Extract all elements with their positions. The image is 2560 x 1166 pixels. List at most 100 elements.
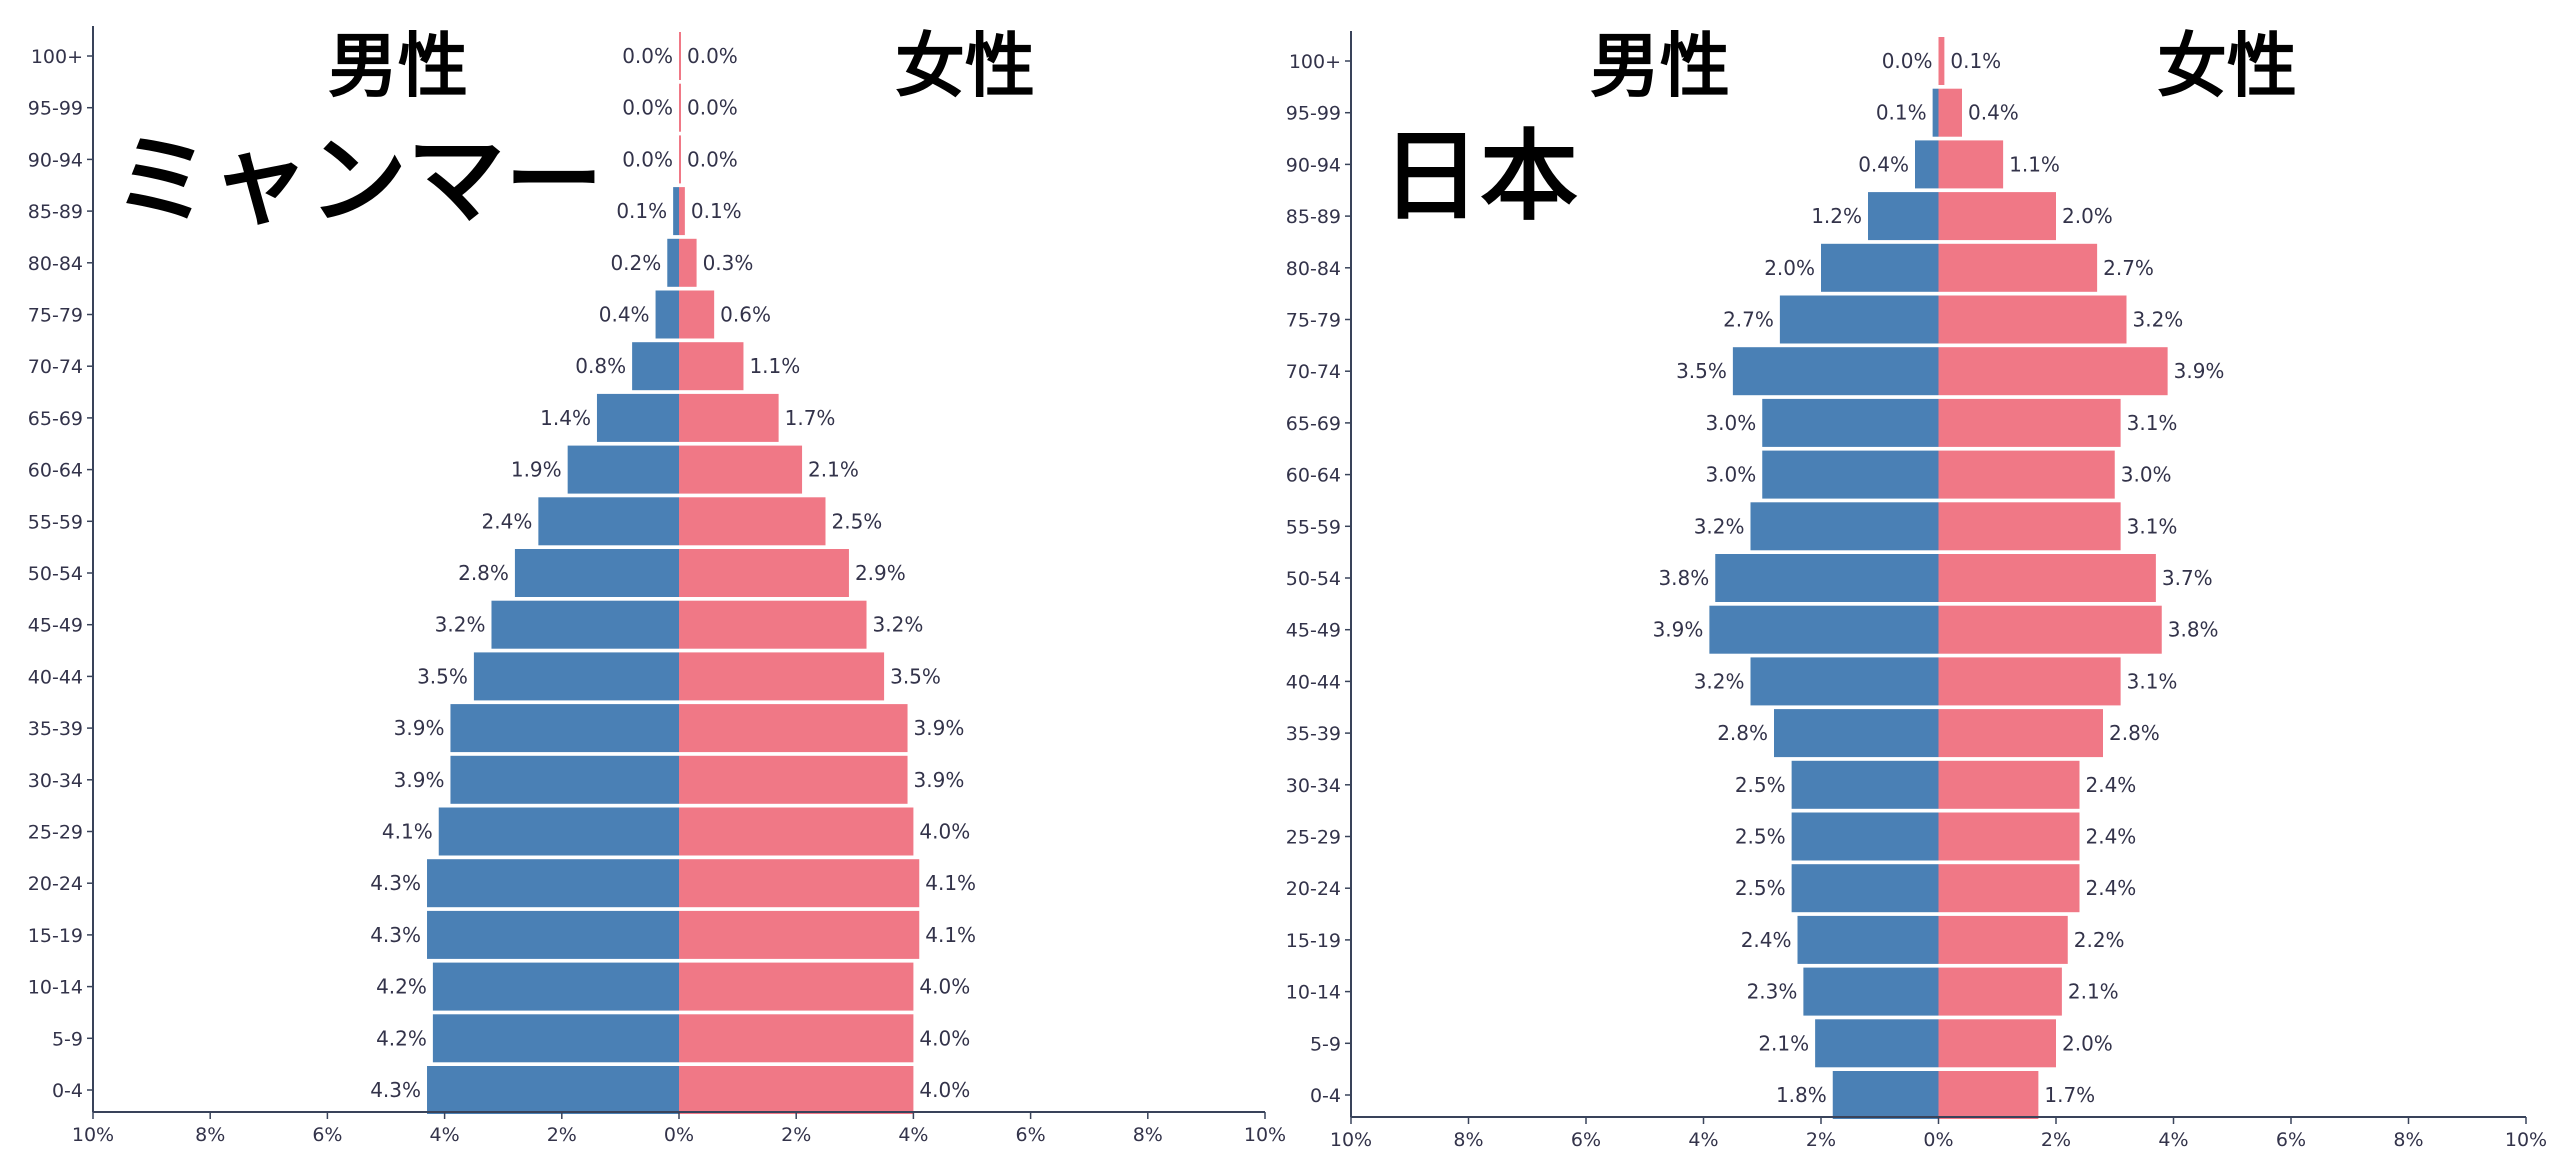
chart-1-male-bar-5-9	[432, 1014, 679, 1063]
chart-1-female-bar-50-54	[679, 549, 849, 597]
chart-1-x-tick-label: 4%	[430, 1124, 460, 1146]
chart-1-female-bar-15-19	[679, 910, 920, 959]
chart-2-male-bar-35-39	[1774, 709, 1939, 758]
chart-2-male-value-label: 1.2%	[1811, 204, 1862, 228]
chart-1-female-value-label: 0.0%	[687, 147, 738, 171]
chart-1-male-bar-80-84	[667, 238, 679, 287]
chart-2-female-bar-15-19	[1938, 915, 2068, 964]
chart-2-x-tick-label: 2%	[2041, 1129, 2071, 1151]
chart-2-male-value-label: 0.1%	[1876, 101, 1927, 125]
chart-1-male-value-label: 3.9%	[394, 768, 445, 792]
chart-1-male-value-label: 4.1%	[382, 820, 433, 844]
chart-1-female-bar-75-79	[679, 290, 715, 339]
chart-1-y-tick-label: 45-49	[28, 615, 83, 637]
chart-2-male-bar-40-44	[1750, 657, 1939, 706]
chart-2-y-tick-label: 25-29	[1286, 827, 1341, 849]
chart-1-male-bar-35-39	[450, 704, 679, 753]
chart-1-female-bar-55-59	[679, 497, 826, 546]
chart-2-female-value-label: 2.8%	[2109, 721, 2160, 745]
chart-1-female-value-label: 0.3%	[703, 251, 754, 275]
chart-2-male-bar-25-29	[1791, 812, 1939, 861]
chart-1-male-value-label: 2.4%	[482, 509, 533, 533]
chart-2-female-bar-80-84	[1938, 243, 2098, 292]
chart-1-y-tick-label: 5-9	[52, 1028, 83, 1050]
chart-1-x-tick-label: 10%	[1244, 1124, 1286, 1146]
chart-2-y-tick-label: 100+	[1289, 51, 1341, 73]
chart-1-female-bar-30-34	[679, 755, 908, 804]
chart-1-male-bar-30-34	[450, 755, 679, 804]
chart-2-x-tick-label: 6%	[2276, 1129, 2306, 1151]
chart-1-female-bar-0-4	[679, 1066, 914, 1114]
chart-1-female-value-label: 2.5%	[832, 509, 883, 533]
chart-1-male-bar-60-64	[567, 445, 679, 494]
chart-2-female-bar-100+	[1938, 37, 1945, 85]
chart-2-y-tick-label: 20-24	[1286, 878, 1341, 900]
chart-1-female-value-label: 4.1%	[925, 923, 976, 947]
chart-2-male-bar-0-4	[1832, 1071, 1939, 1119]
chart-2-male-bar-90-94	[1915, 140, 1939, 189]
chart-2-female-value-label: 2.4%	[2086, 876, 2137, 900]
chart-1-female-bar-70-74	[679, 342, 744, 391]
chart-1-male-value-label: 3.9%	[394, 716, 445, 740]
chart-1-y-tick-label: 70-74	[28, 356, 83, 378]
chart-2-male-value-label: 2.5%	[1735, 773, 1786, 797]
chart-2-male-bar-80-84	[1821, 243, 1939, 292]
chart-2-female-bar-90-94	[1938, 140, 2004, 189]
chart-1-female-value-label: 3.2%	[873, 613, 924, 637]
chart-2-female-value-label: 3.9%	[2174, 359, 2225, 383]
chart-1-male-bar-45-49	[491, 600, 679, 649]
chart-1-y-tick-label: 0-4	[52, 1080, 83, 1102]
chart-1-y-tick-label: 60-64	[28, 460, 83, 482]
chart-2-female-value-label: 3.7%	[2162, 566, 2213, 590]
chart-2-pyramid: 0.0% 0.1% 100+ 0.1% 0.4% 95-99 0.4% 1.1% 90-94 1.…	[1286, 25, 2547, 1151]
chart-2-female-value-label: 2.4%	[2086, 825, 2137, 849]
chart-2-female-value-label: 2.0%	[2062, 204, 2113, 228]
chart-1-female-bar-10-14	[679, 962, 914, 1011]
chart-1-female-value-label: 4.0%	[919, 820, 970, 844]
chart-1-male-heading: 男性	[328, 25, 468, 107]
chart-1-male-value-label: 4.3%	[370, 923, 421, 947]
chart-2-y-tick-label: 50-54	[1286, 568, 1341, 590]
chart-2-male-value-label: 2.5%	[1735, 825, 1786, 849]
chart-1-male-bar-75-79	[655, 290, 679, 339]
chart-1-male-bar-50-54	[514, 549, 679, 597]
chart-1-male-value-label: 4.2%	[376, 975, 427, 999]
chart-2-y-tick-label: 5-9	[1310, 1033, 1341, 1055]
chart-2-female-value-label: 1.1%	[2009, 152, 2060, 176]
chart-1-female-value-label: 0.0%	[687, 44, 738, 68]
chart-2-male-value-label: 3.2%	[1694, 514, 1745, 538]
chart-1-pyramid: 0.0% 0.0% 100+ 0.0% 0.0% 95-99 0.0% 0.0% 90-94 0.…	[28, 25, 1286, 1146]
chart-2-male-value-label: 3.8%	[1658, 566, 1709, 590]
chart-2-male-bar-70-74	[1732, 347, 1939, 396]
chart-2-female-value-label: 0.1%	[1950, 49, 2001, 73]
chart-2-male-bar-30-34	[1791, 760, 1939, 809]
chart-1-y-tick-label: 65-69	[28, 408, 83, 430]
chart-1-female-value-label: 1.1%	[749, 354, 800, 378]
chart-1-male-value-label: 0.4%	[599, 303, 650, 327]
chart-2-male-heading: 男性	[1590, 25, 1730, 107]
chart-1-female-value-label: 2.9%	[855, 561, 906, 585]
chart-2-y-tick-label: 75-79	[1286, 310, 1341, 332]
chart-2-male-value-label: 2.1%	[1758, 1031, 1809, 1055]
chart-2-male-bar-60-64	[1762, 450, 1939, 499]
chart-1-female-value-label: 1.7%	[785, 406, 836, 430]
chart-1-male-bar-20-24	[427, 859, 679, 908]
chart-2-male-bar-50-54	[1715, 554, 1939, 602]
chart-1-male-bar-10-14	[432, 962, 679, 1011]
chart-2-y-tick-label: 10-14	[1286, 982, 1341, 1004]
chart-1-y-tick-label: 95-99	[28, 98, 83, 120]
chart-2-male-bar-75-79	[1779, 295, 1939, 344]
chart-2-y-tick-label: 45-49	[1286, 620, 1341, 642]
chart-2-y-tick-label: 30-34	[1286, 775, 1341, 797]
chart-2-male-bar-10-14	[1803, 967, 1939, 1016]
chart-1-y-tick-label: 20-24	[28, 873, 83, 895]
chart-1-female-bar-45-49	[679, 600, 867, 649]
chart-2-male-bar-55-59	[1750, 502, 1939, 551]
chart-1-female-bar-40-44	[679, 652, 885, 701]
chart-1-y-tick-label: 55-59	[28, 511, 83, 533]
chart-1-female-heading: 女性	[895, 25, 1035, 107]
chart-1-male-value-label: 4.3%	[370, 1078, 421, 1102]
chart-1-y-tick-label: 80-84	[28, 253, 83, 275]
chart-2-female-bar-40-44	[1938, 657, 2121, 706]
